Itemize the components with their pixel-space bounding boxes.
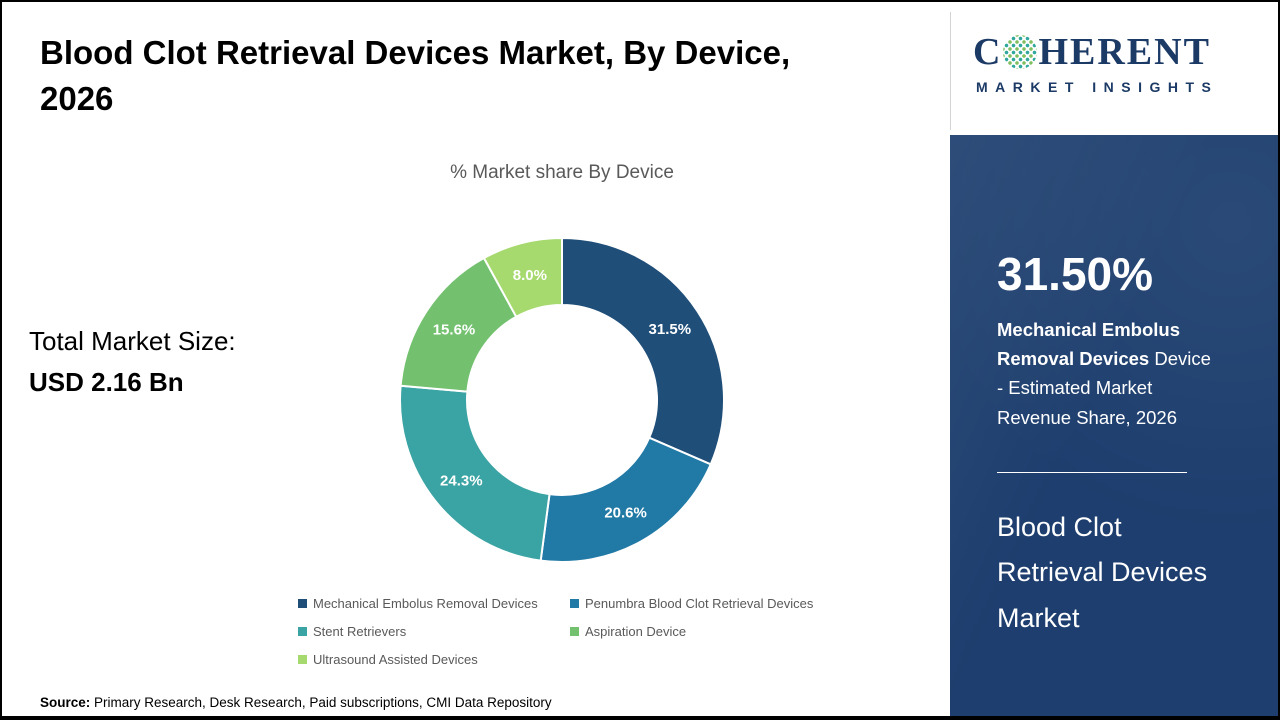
brand-logo-wordmark: C HERENT <box>973 30 1278 74</box>
chart-title: % Market share By Device <box>450 162 674 183</box>
slice-label: 15.6% <box>433 322 476 339</box>
source-label: Source: <box>40 695 91 710</box>
logo-letter-c: C <box>973 31 1003 73</box>
total-market-size: Total Market Size: USD 2.16 Bn <box>29 326 236 398</box>
stat-description-rest: Device - Estimated Market Revenue Share,… <box>997 348 1211 428</box>
page-title-line1: Blood Clot Retrieval Devices Market, By … <box>40 34 791 71</box>
slice-label: 24.3% <box>440 473 483 490</box>
legend-item: Ultrasound Assisted Devices <box>298 652 570 667</box>
panel-divider <box>997 471 1187 473</box>
legend-swatch <box>570 627 579 636</box>
slice-label: 31.5% <box>649 321 692 338</box>
brand-logo: C HERENT MARKET INSIGHTS <box>951 2 1278 135</box>
slice-label: 8.0% <box>513 267 547 284</box>
page-title: Blood Clot Retrieval Devices Market, By … <box>40 30 920 122</box>
legend-swatch <box>298 655 307 664</box>
stat-description: Mechanical Embolus Removal Devices Devic… <box>997 315 1215 432</box>
legend-item: Penumbra Blood Clot Retrieval Devices <box>570 596 898 611</box>
slice-label: 20.6% <box>604 504 647 521</box>
legend-swatch <box>570 599 579 608</box>
legend-swatch <box>298 627 307 636</box>
source-text: Primary Research, Desk Research, Paid su… <box>90 695 552 710</box>
donut-chart: 31.5% 20.6% 24.3% 15.6% 8.0% <box>399 236 725 563</box>
legend-item: Mechanical Embolus Removal Devices <box>298 596 570 611</box>
total-market-value: USD 2.16 Bn <box>29 367 184 397</box>
logo-letters-rest: HERENT <box>1038 31 1211 73</box>
legend-item: Aspiration Device <box>570 624 898 639</box>
stat-description-bold: Mechanical Embolus Removal Devices <box>997 319 1180 370</box>
legend-label: Aspiration Device <box>585 624 687 639</box>
legend-label: Ultrasound Assisted Devices <box>313 652 478 667</box>
brand-logo-tagline: MARKET INSIGHTS <box>976 79 1219 95</box>
donut-slice <box>561 236 725 466</box>
legend-label: Penumbra Blood Clot Retrieval Devices <box>585 596 814 611</box>
donut-slice <box>482 236 563 319</box>
donut-slice <box>399 384 551 562</box>
legend-swatch <box>298 599 307 608</box>
legend-label: Stent Retrievers <box>313 624 407 639</box>
legend-item: Stent Retrievers <box>298 624 570 639</box>
legend-label: Mechanical Embolus Removal Devices <box>313 596 538 611</box>
vertical-divider <box>950 12 951 130</box>
highlight-panel: 31.50% Mechanical Embolus Removal Device… <box>950 135 1278 716</box>
total-market-label: Total Market Size: <box>29 326 236 356</box>
page-title-line2: 2026 <box>40 80 114 118</box>
donut-slice <box>539 436 712 563</box>
market-name: Blood Clot Retrieval Devices Market <box>997 511 1208 633</box>
globe-icon <box>1003 35 1038 69</box>
stat-value: 31.50% <box>997 248 1154 300</box>
source-note: Source: Primary Research, Desk Research,… <box>40 695 552 710</box>
chart-legend: Mechanical Embolus Removal Devices Penumb… <box>298 596 898 667</box>
